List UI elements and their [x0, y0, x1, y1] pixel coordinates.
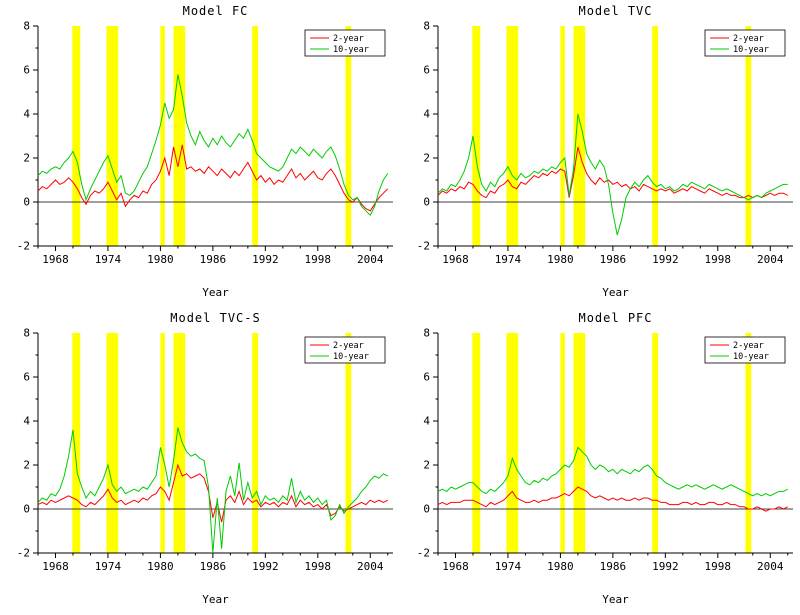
- svg-text:10-year: 10-year: [733, 45, 769, 55]
- svg-text:6: 6: [23, 371, 30, 384]
- svg-text:2: 2: [23, 152, 30, 165]
- svg-text:1992: 1992: [252, 560, 279, 573]
- svg-text:2004: 2004: [757, 560, 784, 573]
- svg-text:1974: 1974: [495, 560, 522, 573]
- x-axis-label-fc: Year: [202, 286, 229, 299]
- svg-text:2004: 2004: [357, 253, 384, 266]
- svg-text:6: 6: [423, 371, 430, 384]
- svg-text:2-year: 2-year: [733, 341, 764, 351]
- svg-text:2: 2: [23, 459, 30, 472]
- svg-text:-2: -2: [17, 240, 30, 253]
- svg-text:10-year: 10-year: [333, 45, 369, 55]
- chart-title-tvc: Model TVC: [578, 4, 653, 18]
- svg-text:0: 0: [23, 196, 30, 209]
- svg-text:1992: 1992: [652, 560, 679, 573]
- svg-text:1974: 1974: [495, 253, 522, 266]
- chart-title-fc: Model FC: [182, 4, 249, 18]
- svg-text:1986: 1986: [200, 253, 227, 266]
- svg-text:4: 4: [423, 415, 430, 428]
- chart-plot-pfc: -2 0 2 4 6 8 1968 1974 1980 1986 1992 1998 2004 2-yea…: [417, 327, 793, 573]
- svg-text:1968: 1968: [442, 253, 469, 266]
- svg-text:0: 0: [423, 196, 430, 209]
- svg-text:1968: 1968: [42, 560, 69, 573]
- svg-text:1980: 1980: [547, 560, 574, 573]
- svg-text:2: 2: [423, 459, 430, 472]
- svg-text:8: 8: [423, 20, 430, 33]
- svg-text:1968: 1968: [42, 253, 69, 266]
- chart-plot-tvc-s: -2 0 2 4 6 8 1968 1974 1980 1986 1992 1998 2004 2-yea…: [17, 327, 393, 573]
- svg-text:1980: 1980: [147, 253, 174, 266]
- x-axis-label-pfc: Year: [602, 593, 629, 606]
- svg-text:1998: 1998: [305, 560, 332, 573]
- svg-text:1968: 1968: [442, 560, 469, 573]
- svg-text:2-year: 2-year: [333, 341, 364, 351]
- svg-text:0: 0: [423, 503, 430, 516]
- svg-text:1986: 1986: [200, 560, 227, 573]
- svg-text:2: 2: [423, 152, 430, 165]
- svg-text:10-year: 10-year: [733, 352, 769, 362]
- chart-title-tvc-s: Model TVC-S: [170, 311, 261, 325]
- svg-text:6: 6: [23, 64, 30, 77]
- svg-text:-2: -2: [417, 240, 430, 253]
- svg-text:1992: 1992: [252, 253, 279, 266]
- svg-text:2-year: 2-year: [733, 34, 764, 44]
- chart-model-pfc: Model PFC -2 0 2 4 6 8 1968 1974 1980 1986 1992 199…: [400, 307, 800, 614]
- x-axis-label-tvc-s: Year: [202, 593, 229, 606]
- x-axis-label-tvc: Year: [602, 286, 629, 299]
- svg-text:10-year: 10-year: [333, 352, 369, 362]
- svg-text:1986: 1986: [600, 253, 627, 266]
- svg-text:1974: 1974: [95, 560, 122, 573]
- svg-text:1986: 1986: [600, 560, 627, 573]
- svg-text:1974: 1974: [95, 253, 122, 266]
- chart-model-fc: Model FC -2 0 2 4 6 8 1968 1974 1980 1986 1992 1998…: [0, 0, 400, 307]
- svg-text:1980: 1980: [147, 560, 174, 573]
- svg-text:4: 4: [23, 415, 30, 428]
- svg-text:2-year: 2-year: [333, 34, 364, 44]
- svg-text:1980: 1980: [547, 253, 574, 266]
- svg-text:8: 8: [23, 327, 30, 340]
- svg-text:-2: -2: [17, 547, 30, 560]
- svg-text:8: 8: [23, 20, 30, 33]
- chart-model-tvc: Model TVC -2 0 2 4 6 8 1968 1974 1980 1986 1992 199…: [400, 0, 800, 307]
- chart-plot-tvc: -2 0 2 4 6 8 1968 1974 1980 1986 1992 1998 2004 2-yea…: [417, 20, 793, 266]
- svg-text:4: 4: [23, 108, 30, 121]
- svg-text:1992: 1992: [652, 253, 679, 266]
- chart-plot-fc: -2 0 2 4 6 8 1968 1974 1980 1986 1992 1998 2004 2-yea…: [17, 20, 393, 266]
- svg-text:2004: 2004: [357, 560, 384, 573]
- svg-text:0: 0: [23, 503, 30, 516]
- chart-title-pfc: Model PFC: [578, 311, 653, 325]
- svg-text:1998: 1998: [705, 253, 732, 266]
- svg-text:8: 8: [423, 327, 430, 340]
- svg-text:1998: 1998: [705, 560, 732, 573]
- svg-text:6: 6: [423, 64, 430, 77]
- chart-model-tvc-s: Model TVC-S -2 0 2 4 6 8 1968 1974 1980 1986 1992 1…: [0, 307, 400, 614]
- svg-text:4: 4: [423, 108, 430, 121]
- svg-text:1998: 1998: [305, 253, 332, 266]
- svg-text:2004: 2004: [757, 253, 784, 266]
- svg-text:-2: -2: [417, 547, 430, 560]
